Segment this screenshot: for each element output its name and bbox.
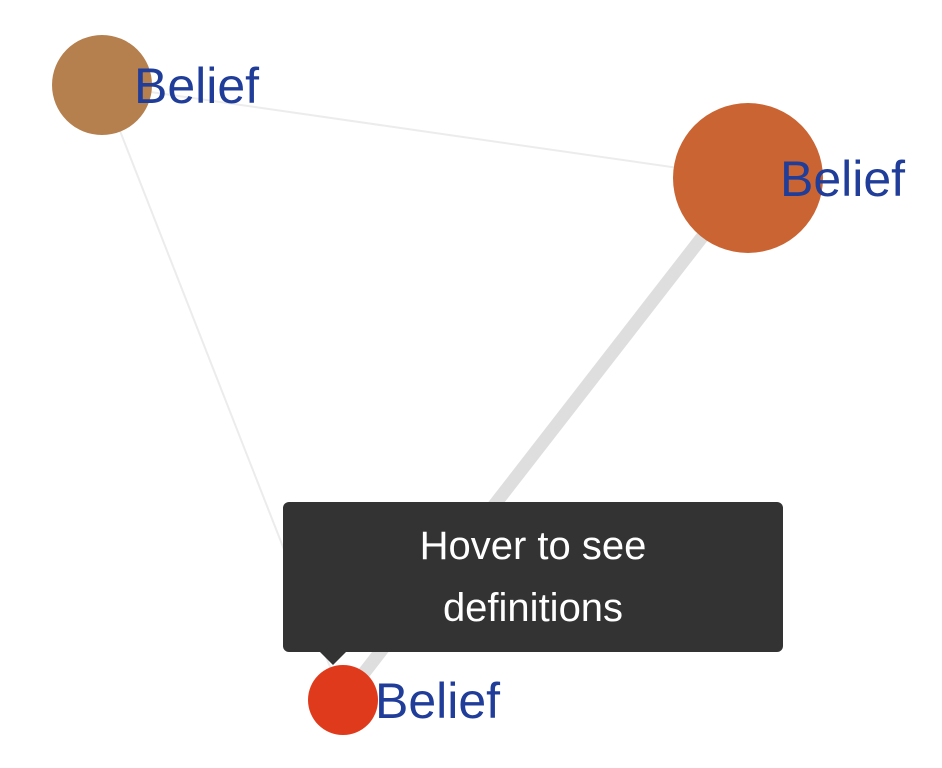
node-label: Belief bbox=[134, 58, 259, 114]
node-circle[interactable] bbox=[673, 103, 823, 253]
node-belief-1[interactable]: Belief bbox=[52, 35, 259, 135]
edge-n1-n2 bbox=[101, 84, 749, 179]
tooltip-text: Hover to see definitions bbox=[419, 524, 647, 630]
node-belief-2[interactable]: Belief bbox=[673, 103, 905, 253]
node-label: Belief bbox=[780, 151, 905, 207]
node-circle[interactable] bbox=[308, 665, 378, 735]
hover-tooltip: Hover to see definitions bbox=[283, 502, 783, 652]
tooltip-arrow-icon bbox=[320, 652, 346, 665]
node-circle[interactable] bbox=[52, 35, 152, 135]
node-belief-3[interactable]: Belief bbox=[308, 665, 500, 735]
node-label: Belief bbox=[375, 673, 500, 729]
